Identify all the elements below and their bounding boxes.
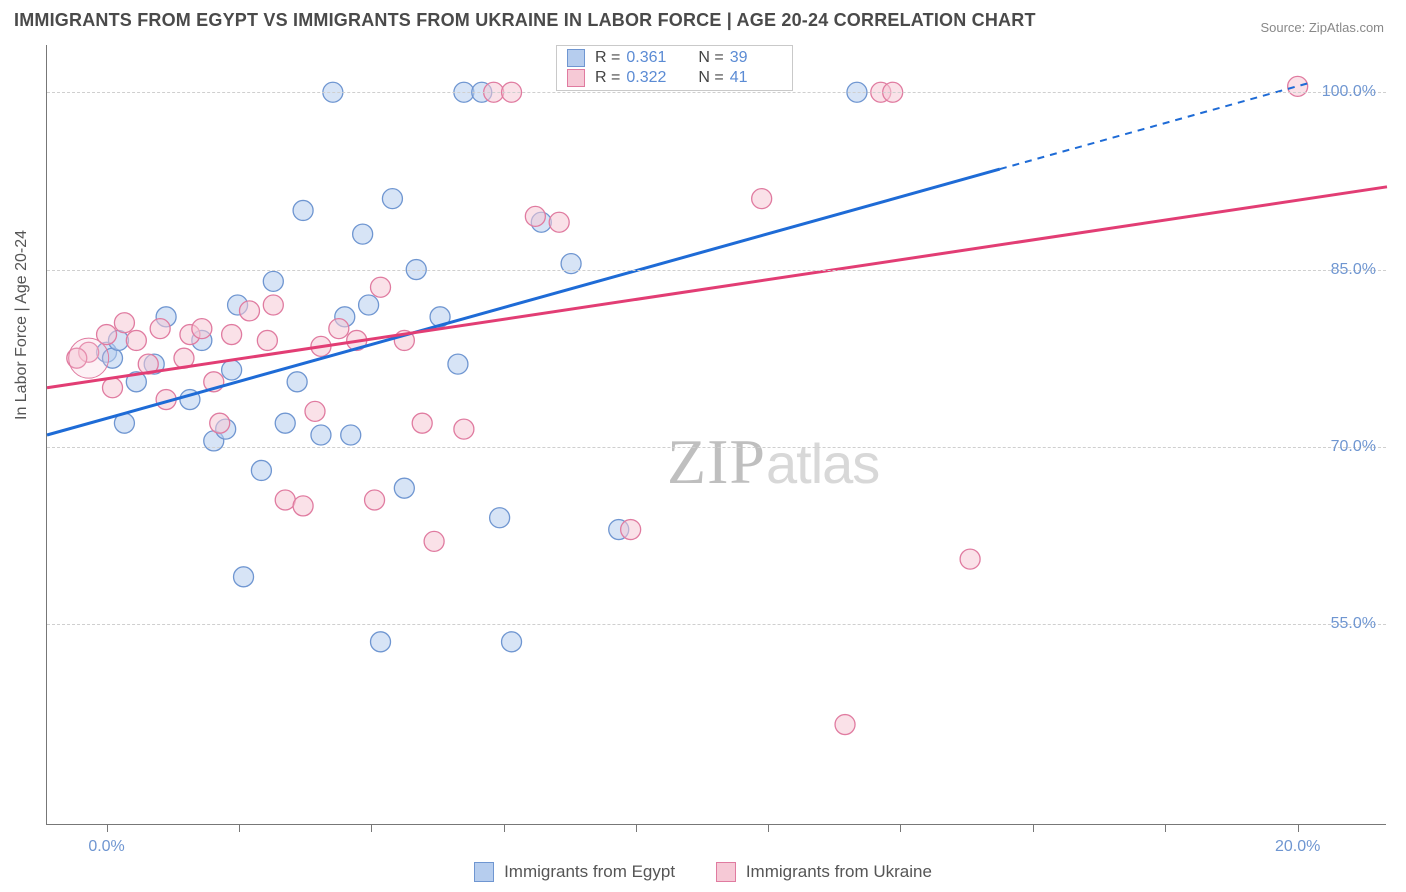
scatter-point-ukraine [192, 319, 212, 339]
gridline [47, 624, 1386, 625]
stat-label-n: N = [698, 69, 723, 87]
chart-container: { "title": "IMMIGRANTS FROM EGYPT VS IMM… [0, 0, 1406, 892]
scatter-point-egypt [275, 413, 295, 433]
stats-row-egypt: R = 0.361 N = 39 [557, 48, 792, 68]
scatter-point-ukraine [454, 419, 474, 439]
y-tick-label: 100.0% [1322, 83, 1376, 101]
stat-r-egypt: 0.361 [626, 49, 678, 67]
scatter-point-egypt [359, 295, 379, 315]
scatter-point-ukraine [1288, 76, 1308, 96]
source-credit: Source: ZipAtlas.com [1260, 20, 1384, 35]
scatter-point-ukraine [752, 189, 772, 209]
scatter-point-egypt [287, 372, 307, 392]
gridline [47, 447, 1386, 448]
plot-area: ZIPatlas 55.0%70.0%85.0%100.0%0.0%20.0% [46, 45, 1386, 825]
legend-item-egypt: Immigrants from Egypt [474, 862, 675, 882]
swatch-ukraine [716, 862, 736, 882]
x-tick-label: 0.0% [88, 838, 124, 856]
scatter-point-ukraine [293, 496, 313, 516]
scatter-point-ukraine [257, 330, 277, 350]
stats-row-ukraine: R = 0.322 N = 41 [557, 68, 792, 88]
scatter-point-egypt [394, 478, 414, 498]
x-tick [239, 824, 240, 832]
scatter-point-ukraine [222, 325, 242, 345]
chart-title: IMMIGRANTS FROM EGYPT VS IMMIGRANTS FROM… [14, 10, 1036, 31]
x-tick [371, 824, 372, 832]
stat-label-r: R = [595, 49, 620, 67]
series-legend: Immigrants from Egypt Immigrants from Uk… [0, 862, 1406, 887]
scatter-point-egypt [341, 425, 361, 445]
swatch-ukraine [567, 69, 585, 87]
scatter-point-ukraine [525, 206, 545, 226]
y-tick-label: 55.0% [1331, 615, 1376, 633]
scatter-point-egypt [502, 632, 522, 652]
scatter-point-egypt [311, 425, 331, 445]
x-tick [1165, 824, 1166, 832]
correlation-stats-box: R = 0.361 N = 39 R = 0.322 N = 41 [556, 45, 793, 91]
stat-n-egypt: 39 [730, 49, 782, 67]
scatter-point-ukraine [412, 413, 432, 433]
scatter-point-ukraine [210, 413, 230, 433]
scatter-point-egypt [293, 200, 313, 220]
x-tick [636, 824, 637, 832]
x-tick [107, 824, 108, 832]
scatter-point-ukraine [239, 301, 259, 321]
stat-label-r: R = [595, 69, 620, 87]
scatter-point-ukraine [305, 401, 325, 421]
scatter-point-ukraine [960, 549, 980, 569]
legend-label-egypt: Immigrants from Egypt [504, 862, 675, 882]
scatter-point-egypt [353, 224, 373, 244]
x-tick [900, 824, 901, 832]
x-tick-label: 20.0% [1275, 838, 1320, 856]
scatter-point-egypt [251, 460, 271, 480]
y-tick-label: 85.0% [1331, 261, 1376, 279]
gridline [47, 270, 1386, 271]
swatch-egypt [567, 49, 585, 67]
y-axis-title: In Labor Force | Age 20-24 [13, 230, 31, 420]
scatter-point-ukraine [275, 490, 295, 510]
stat-n-ukraine: 41 [730, 69, 782, 87]
scatter-point-ukraine [835, 715, 855, 735]
legend-label-ukraine: Immigrants from Ukraine [746, 862, 932, 882]
scatter-point-ukraine [549, 212, 569, 232]
scatter-point-egypt [382, 189, 402, 209]
scatter-point-ukraine [424, 531, 444, 551]
scatter-point-egypt [561, 254, 581, 274]
scatter-point-ukraine [114, 313, 134, 333]
scatter-point-ukraine [150, 319, 170, 339]
scatter-point-egypt [371, 632, 391, 652]
x-tick [1033, 824, 1034, 832]
regression-line-egypt [47, 169, 1000, 435]
scatter-point-ukraine [365, 490, 385, 510]
swatch-egypt [474, 862, 494, 882]
scatter-point-ukraine [329, 319, 349, 339]
x-tick [504, 824, 505, 832]
regression-extrapolate-egypt [1000, 83, 1310, 169]
gridline [47, 92, 1386, 93]
scatter-point-ukraine [126, 330, 146, 350]
scatter-point-egypt [222, 360, 242, 380]
y-tick-label: 70.0% [1331, 438, 1376, 456]
x-tick [1298, 824, 1299, 832]
x-tick [768, 824, 769, 832]
scatter-svg [47, 45, 1387, 825]
scatter-point-ukraine [103, 378, 123, 398]
legend-item-ukraine: Immigrants from Ukraine [716, 862, 932, 882]
stat-r-ukraine: 0.322 [626, 69, 678, 87]
scatter-point-egypt [263, 271, 283, 291]
scatter-point-ukraine [371, 277, 391, 297]
scatter-point-ukraine [263, 295, 283, 315]
stat-label-n: N = [698, 49, 723, 67]
scatter-point-ukraine [621, 520, 641, 540]
regression-line-ukraine [47, 187, 1387, 388]
scatter-point-egypt [490, 508, 510, 528]
scatter-point-egypt [448, 354, 468, 374]
scatter-point-ukraine-large [69, 338, 109, 378]
scatter-point-egypt [234, 567, 254, 587]
